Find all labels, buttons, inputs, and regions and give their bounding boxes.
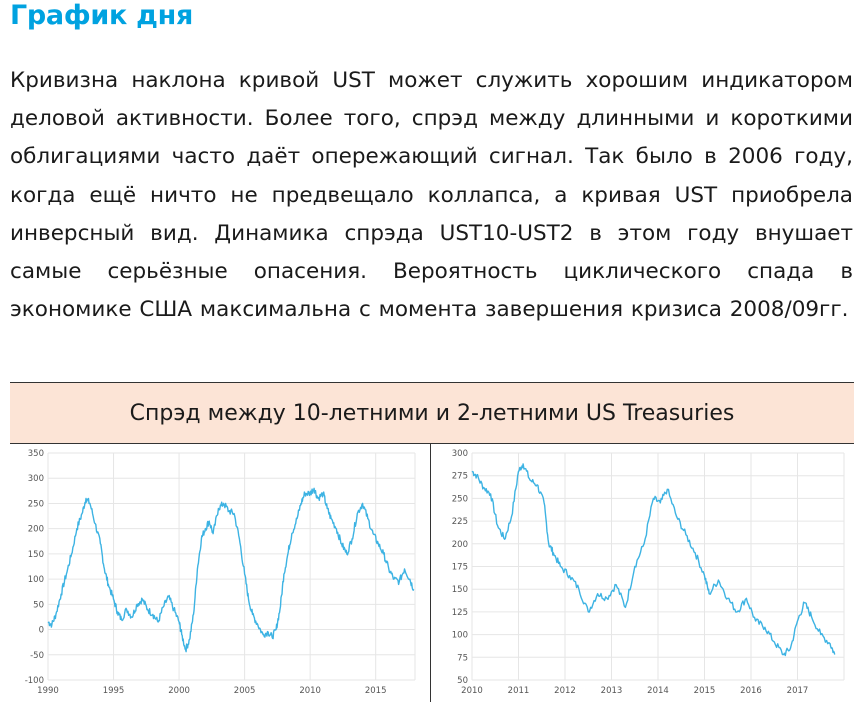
chart-right-ytick-label: 75 xyxy=(457,653,468,663)
chart-left-ytick-label: -100 xyxy=(25,676,44,686)
chart-right-grid xyxy=(471,452,845,681)
chart-left-grid xyxy=(47,452,416,681)
chart-right-ytick-label: 200 xyxy=(452,540,468,550)
chart-left-ytick-label: 250 xyxy=(28,499,44,509)
chart-left-svg: -100 -50 0 50 100 150 200 250 300 350 1990 1995 2000… xyxy=(25,449,416,696)
chart-left-ytick-label: 350 xyxy=(28,449,44,459)
article-paragraph: Кривизна наклона кривой UST может служит… xyxy=(10,68,853,323)
chart-banner: Спрэд между 10-летними и 2-летними US Tr… xyxy=(10,382,854,444)
chart-right-ytick-label: 150 xyxy=(452,585,468,595)
chart-right-svg: 50 75 100 125 150 175 200 225 250 275 300 2010 2011 2… xyxy=(452,449,845,696)
chart-left-ytick-label: 200 xyxy=(28,525,44,535)
chart-right-ytick-label: 100 xyxy=(452,631,468,641)
chart-spread-2010-2017: 50 75 100 125 150 175 200 225 250 275 300 2010 2011 2… xyxy=(432,444,854,702)
chart-left-ytick-label: 300 xyxy=(28,474,44,484)
chart-right-ytick-label: 225 xyxy=(452,517,468,527)
chart-left-ytick-label: 0 xyxy=(39,626,44,636)
chart-left-xtick-label: 2005 xyxy=(234,686,256,696)
chart-right-xtick-label: 2016 xyxy=(740,686,762,696)
chart-left-xtick-label: 2015 xyxy=(365,686,387,696)
chart-spread-1990-2017: -100 -50 0 50 100 150 200 250 300 350 1990 1995 2000… xyxy=(10,444,430,702)
chart-left-ytick-label: 150 xyxy=(28,550,44,560)
chart-right-xtick-label: 2017 xyxy=(787,686,809,696)
chart-left-ytick-label: 50 xyxy=(33,600,44,610)
page-title: График дня xyxy=(10,0,193,31)
chart-left-xtick-label: 1990 xyxy=(37,686,59,696)
chart-right-ytick-label: 275 xyxy=(452,472,468,482)
chart-right-xtick-label: 2010 xyxy=(461,686,483,696)
chart-right-xtick-label: 2014 xyxy=(647,686,669,696)
chart-right-ytick-label: 125 xyxy=(452,608,468,618)
chart-left-xtick-label: 1995 xyxy=(103,686,125,696)
banner-title: Спрэд между 10-летними и 2-летними US Tr… xyxy=(129,400,735,426)
chart-right-series-line xyxy=(471,463,836,657)
chart-divider xyxy=(430,444,431,702)
chart-right-xtick-label: 2013 xyxy=(601,686,623,696)
chart-left-ytick-label: 100 xyxy=(28,575,44,585)
chart-right-xtick-label: 2015 xyxy=(694,686,716,696)
chart-right-ytick-label: 175 xyxy=(452,563,468,573)
chart-right-ytick-label: 300 xyxy=(452,449,468,459)
chart-left-xtick-label: 2010 xyxy=(299,686,321,696)
chart-left-series-line xyxy=(47,487,415,653)
chart-right-ytick-label: 250 xyxy=(452,494,468,504)
chart-right-xtick-label: 2012 xyxy=(554,686,576,696)
chart-right-xtick-label: 2011 xyxy=(508,686,530,696)
chart-right-ytick-label: 50 xyxy=(457,676,468,686)
chart-left-xtick-label: 2000 xyxy=(168,686,190,696)
chart-left-ytick-label: -50 xyxy=(30,651,44,661)
